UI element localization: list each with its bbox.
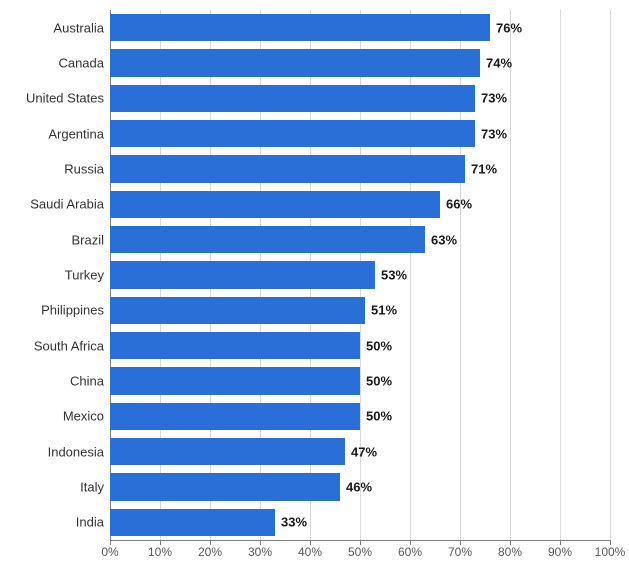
gridline [610,10,611,540]
bar-value-label: 63% [431,232,457,247]
bar-value-label: 74% [486,55,512,70]
category-label: India [76,515,104,530]
bar-value-label: 50% [366,338,392,353]
bar [110,403,360,431]
bar-value-label: 50% [366,409,392,424]
bar-row: 63% [110,226,610,254]
bar-value-label: 51% [371,303,397,318]
bar-row: 50% [110,403,610,431]
x-axis-label: 30% [248,545,272,559]
category-label: Italy [80,480,104,495]
bar-row: 53% [110,261,610,289]
bar [110,261,375,289]
bar-row: 66% [110,191,610,219]
category-label: Argentina [48,126,104,141]
bar [110,85,475,113]
x-axis-label: 0% [101,545,118,559]
x-axis-label: 50% [348,545,372,559]
bar-value-label: 73% [481,126,507,141]
x-axis-label: 70% [448,545,472,559]
category-label: South Africa [34,338,104,353]
bar-value-label: 33% [281,515,307,530]
bar-row: 50% [110,367,610,395]
category-label: Canada [58,56,104,71]
bar [110,226,425,254]
bar-row: 74% [110,49,610,77]
x-axis-label: 10% [148,545,172,559]
bar [110,191,440,219]
category-label: Turkey [65,268,104,283]
bar [110,438,345,466]
bar-value-label: 76% [496,20,522,35]
category-label: Saudi Arabia [30,197,104,212]
bar-value-label: 46% [346,479,372,494]
bar [110,49,480,77]
bar [110,120,475,148]
bar-row: 47% [110,438,610,466]
category-label: Philippines [41,303,104,318]
bar-value-label: 50% [366,373,392,388]
bar [110,509,275,537]
category-label: Indonesia [48,444,104,459]
x-axis-label: 90% [548,545,572,559]
bar-row: 33% [110,509,610,537]
category-label: Russia [64,162,104,177]
category-label: China [70,374,104,389]
bar-row: 50% [110,332,610,360]
x-axis-label: 80% [498,545,522,559]
category-label: Brazil [71,232,104,247]
bar-row: 73% [110,120,610,148]
bar-row: 51% [110,297,610,325]
bar-row: 73% [110,85,610,113]
bar [110,155,465,183]
bar [110,367,360,395]
category-label: Australia [53,20,104,35]
horizontal-bar-chart: 76% 74% 73% 73% 71% 66% 63% 53% 51% 50% 50% 50% 47% 4… [0,0,629,580]
bar [110,297,365,325]
bar-value-label: 71% [471,161,497,176]
x-axis-line [110,540,610,541]
bar-row: 71% [110,155,610,183]
category-label: Mexico [63,409,104,424]
x-axis-label: 20% [198,545,222,559]
bar [110,473,340,501]
plot-area: 76% 74% 73% 73% 71% 66% 63% 53% 51% 50% 50% 50% 47% 4… [110,10,610,540]
bar-value-label: 73% [481,91,507,106]
category-label: United States [26,91,104,106]
x-axis-label: 60% [398,545,422,559]
bar-value-label: 47% [351,444,377,459]
x-axis-label: 40% [298,545,322,559]
bar-value-label: 53% [381,267,407,282]
bar [110,14,490,42]
bar-value-label: 66% [446,197,472,212]
bar-row: 46% [110,473,610,501]
x-axis-label: 100% [595,545,626,559]
bar-row: 76% [110,14,610,42]
bar [110,332,360,360]
